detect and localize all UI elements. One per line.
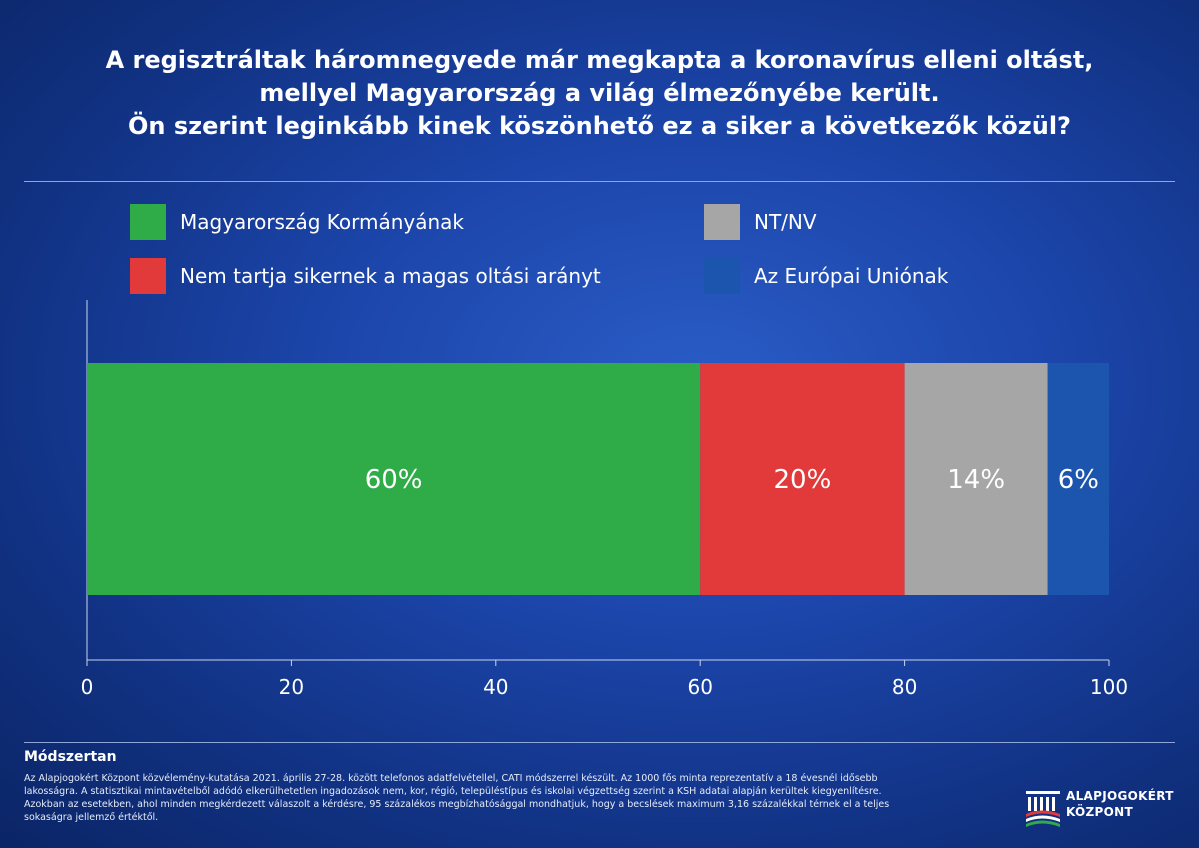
legend-label: NT/NV xyxy=(754,210,817,234)
top-divider xyxy=(24,181,1175,182)
stacked-bar-chart: 60% 20% 14% 6% 0 20 40 60 80 100 xyxy=(81,300,1128,699)
title-line-1: A regisztráltak háromnegyede már megkapt… xyxy=(105,46,1094,74)
bar-segment-4 xyxy=(1047,363,1109,595)
x-tick-label-60: 60 xyxy=(687,675,712,699)
methodology-text: Az Alapjogokért Központ közvélemény-kuta… xyxy=(24,773,890,823)
x-tick-label-100: 100 xyxy=(1090,675,1128,699)
legend-label: Magyarország Kormányának xyxy=(180,210,465,234)
logo-line-1: ALAPJOGOKÉRT xyxy=(1066,789,1174,803)
bar-segment-3 xyxy=(904,363,1048,595)
title-line-2: mellyel Magyarország a világ élmezőnyébe… xyxy=(259,79,940,107)
legend-swatch-gray xyxy=(704,204,740,240)
bar-segment-1 xyxy=(87,363,701,595)
bottom-divider xyxy=(24,742,1175,743)
legend-label: Nem tartja sikernek a magas oltási arány… xyxy=(180,264,601,288)
legend-swatch-red xyxy=(130,258,166,294)
alapjogokert-logo-icon xyxy=(1026,791,1060,827)
legend-item-not-success: Nem tartja sikernek a magas oltási arány… xyxy=(130,256,601,296)
methodology-title: Módszertan xyxy=(24,749,117,765)
legend-swatch-blue xyxy=(704,258,740,294)
data-label-2: 20% xyxy=(774,465,832,495)
x-tick-label-80: 80 xyxy=(892,675,917,699)
legend-item-eu: Az Európai Uniónak xyxy=(704,256,948,296)
x-tick-label-0: 0 xyxy=(81,675,94,699)
x-tick-label-40: 40 xyxy=(483,675,508,699)
data-label-1: 60% xyxy=(365,465,423,495)
data-label-4: 6% xyxy=(1058,465,1099,495)
legend-item-ntnv: NT/NV xyxy=(704,202,817,242)
title-line-3: Ön szerint leginkább kinek köszönhető ez… xyxy=(128,112,1071,140)
legend-item-government: Magyarország Kormányának xyxy=(130,202,464,242)
legend-label: Az Európai Uniónak xyxy=(754,264,949,288)
bar-segment-2 xyxy=(700,363,905,595)
data-label-3: 14% xyxy=(947,465,1005,495)
x-tick-label-20: 20 xyxy=(279,675,304,699)
legend-swatch-green xyxy=(130,204,166,240)
logo-line-2: KÖZPONT xyxy=(1066,805,1133,819)
chart-title: A regisztráltak háromnegyede már megkapt… xyxy=(0,44,1199,143)
